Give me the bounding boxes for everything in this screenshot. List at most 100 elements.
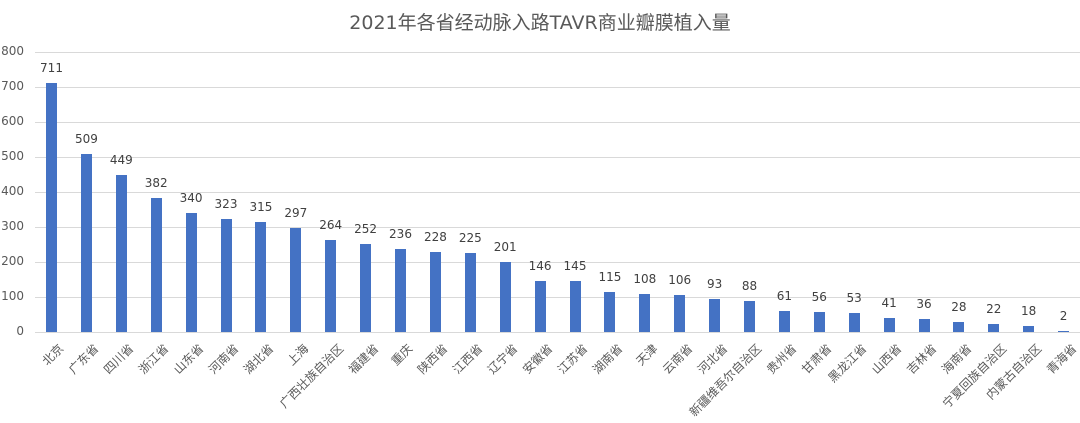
x-tick-label: 天津	[633, 341, 661, 369]
bar	[674, 294, 686, 332]
value-label: 53	[846, 291, 862, 306]
bar	[778, 310, 790, 332]
bar	[639, 294, 651, 332]
bar	[1058, 331, 1070, 332]
value-label: 323	[214, 196, 238, 211]
x-tick-label: 四川省	[101, 341, 137, 377]
value-label: 382	[144, 176, 168, 191]
bar	[255, 221, 267, 332]
bar	[464, 253, 476, 332]
value-label: 106	[668, 272, 692, 287]
x-tick-label: 青海省	[1043, 341, 1079, 377]
x-tick-label: 上海	[284, 341, 312, 369]
y-tick-label: 500	[1, 149, 24, 163]
value-label: 61	[776, 288, 793, 303]
value-label: 228	[423, 230, 447, 245]
bar	[395, 249, 406, 332]
bar	[46, 83, 57, 332]
gridline	[35, 52, 1080, 53]
bar	[604, 291, 616, 332]
x-tick-label: 山东省	[171, 341, 207, 377]
value-label: 41	[881, 295, 897, 310]
value-label: 146	[528, 258, 552, 273]
x-tick-label: 吉林省	[903, 341, 940, 377]
x-tick-label: 河南省	[205, 341, 242, 377]
x-tick-label: 云南省	[659, 341, 696, 377]
bar	[953, 322, 965, 332]
x-tick-label: 江苏省	[554, 341, 591, 377]
y-tick-label: 700	[1, 79, 24, 93]
x-tick-label: 安徽省	[520, 341, 556, 377]
bar	[883, 317, 895, 332]
x-tick-label: 浙江省	[136, 341, 172, 377]
bar	[744, 301, 755, 332]
bar	[499, 261, 511, 332]
value-label: 449	[109, 152, 133, 167]
x-tick-label: 北京	[39, 341, 67, 369]
bar	[325, 239, 337, 332]
bar	[220, 218, 232, 332]
y-tick-label: 100	[1, 289, 24, 303]
bar	[80, 153, 92, 332]
gridline	[35, 87, 1080, 88]
bar	[360, 243, 372, 332]
value-label: 340	[179, 191, 203, 205]
value-label: 711	[40, 61, 63, 76]
value-label: 509	[74, 131, 98, 146]
gridline	[35, 122, 1080, 123]
gridline	[35, 157, 1080, 158]
value-label: 2	[1059, 309, 1068, 323]
gridline	[35, 297, 1080, 298]
x-tick-label: 黑龙江省	[825, 341, 870, 386]
x-tick-label: 重庆	[388, 341, 416, 369]
gridline	[35, 332, 1080, 333]
bar	[569, 281, 581, 332]
value-label: 225	[458, 231, 482, 246]
bar	[534, 280, 546, 332]
value-label: 18	[1021, 303, 1037, 318]
bar	[185, 213, 197, 332]
value-label: 22	[986, 302, 1002, 317]
gridline	[35, 192, 1080, 193]
x-tick-label: 湖南省	[589, 341, 626, 377]
value-label: 88	[741, 279, 758, 294]
value-label: 115	[598, 269, 622, 284]
x-tick-label: 广东省	[66, 341, 102, 377]
value-label: 145	[563, 259, 587, 274]
bar	[988, 324, 1000, 332]
value-label: 56	[811, 290, 827, 305]
x-tick-label: 贵州省	[764, 341, 800, 377]
value-label: 315	[249, 199, 273, 214]
y-tick-label: 400	[1, 184, 24, 198]
bar	[115, 174, 127, 332]
x-tick-label: 山西省	[869, 341, 905, 377]
y-tick-label: 800	[1, 44, 24, 58]
value-label: 236	[389, 227, 412, 242]
bar	[1023, 325, 1035, 332]
value-label: 36	[916, 297, 932, 312]
x-tick-label: 湖北省	[240, 341, 277, 377]
value-label: 108	[633, 272, 657, 287]
y-tick-label: 600	[1, 114, 24, 128]
x-tick-label: 福建省	[345, 341, 381, 377]
x-tick-label: 陕西省	[415, 341, 451, 377]
x-tick-label: 辽宁省	[485, 341, 521, 377]
x-tick-label: 江西省	[450, 341, 486, 377]
bar	[813, 312, 825, 332]
value-label: 201	[493, 239, 517, 254]
bar	[709, 299, 721, 332]
y-tick-label: 200	[1, 254, 24, 268]
bar	[150, 198, 162, 332]
bar	[848, 313, 860, 332]
value-label: 252	[354, 221, 378, 236]
y-tick-label: 300	[1, 219, 24, 233]
value-label: 28	[951, 300, 967, 315]
gridline	[35, 262, 1080, 263]
bar	[290, 228, 302, 332]
chart-title: 2021年各省经动脉入路TAVR商业瓣膜植入量	[349, 12, 731, 34]
bar	[918, 319, 930, 332]
gridline	[35, 227, 1080, 228]
value-label: 264	[319, 217, 343, 232]
bar	[429, 252, 441, 332]
